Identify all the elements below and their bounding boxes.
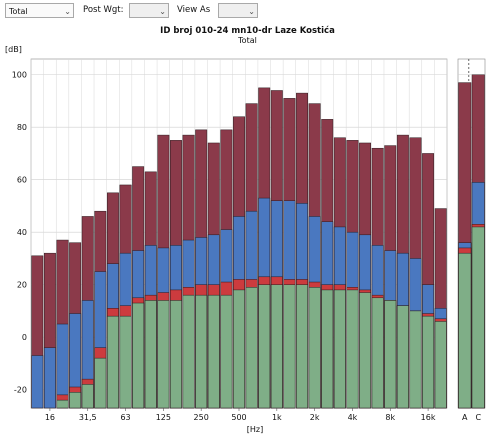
bar-20-layer3 — [56, 399, 69, 409]
bar-315-layer3 — [207, 294, 220, 409]
y-tick-label: 0 — [22, 333, 27, 342]
bar-400-layer3 — [220, 294, 233, 409]
x-tick-label: 16k — [421, 413, 436, 422]
toolbar: Total ⌄ Post Wgt: ⌄ View As ⌄ — [0, 0, 495, 24]
bar-5k-layer3 — [359, 292, 372, 409]
bar-10k-layer3 — [396, 305, 409, 409]
main-plot: -20 0 20 40 60 80 100 16 31,5 63 125 250 500 1k 2k 4k 8k… — [12, 58, 448, 422]
bar-200-layer3 — [182, 294, 195, 409]
bar-125-layer3 — [157, 300, 170, 409]
bar-6.3k-layer3 — [371, 297, 384, 409]
view-as-label: View As — [177, 5, 211, 15]
y-tick-label: 60 — [17, 176, 27, 185]
bar-250-layer3 — [195, 294, 208, 409]
view-as-select[interactable]: ⌄ — [218, 3, 258, 18]
bar-20k-layer3 — [434, 321, 447, 409]
bar-160-layer3 — [170, 300, 182, 409]
bar-1.6k-layer3 — [296, 284, 308, 409]
x-tick-label: 2k — [310, 413, 320, 422]
y-tick-label: 40 — [17, 228, 27, 237]
summary-bar-A-layer3 — [458, 252, 472, 409]
x-tick-label: 250 — [194, 413, 209, 422]
chart-title-block: ID broj 010-24 mn10-dr Laze Kostića Tota… — [0, 26, 495, 45]
bar-63-layer3 — [119, 315, 132, 409]
summary-bar-C-layer3 — [471, 226, 485, 409]
chevron-down-icon: ⌄ — [159, 7, 166, 16]
x-tick-label: 31,5 — [79, 413, 97, 422]
post-weighting-select[interactable]: ⌄ — [129, 3, 169, 18]
bar-12.5k-layer3 — [409, 310, 422, 409]
bar-4k-layer3 — [346, 289, 359, 409]
x-tick-label: 1k — [272, 413, 282, 422]
bar-50-layer3 — [106, 315, 119, 409]
bar-800-layer3 — [258, 284, 271, 409]
chevron-down-icon: ⌄ — [64, 7, 71, 16]
weighting-select[interactable]: Total ⌄ — [5, 3, 74, 18]
bar-16k-layer3 — [422, 315, 435, 409]
bar-8k-layer3 — [384, 300, 397, 409]
x-axis-label: [Hz] — [247, 425, 263, 434]
y-tick-label: -20 — [14, 386, 27, 395]
chart-subtitle: Total — [238, 36, 257, 45]
summary-tick-label: A — [462, 413, 468, 422]
x-tick-label: 63 — [120, 413, 130, 422]
bar-80-layer3 — [132, 302, 145, 409]
bar-1.25k-layer3 — [283, 284, 296, 409]
y-tick-label: 100 — [12, 71, 27, 80]
x-tick-label: 8k — [385, 413, 395, 422]
bar-630-layer3 — [245, 287, 258, 409]
bar-16-layer1 — [43, 347, 56, 409]
y-tick-label: 20 — [17, 281, 27, 290]
bar-25-layer3 — [69, 392, 82, 409]
bar-500-layer3 — [233, 289, 245, 409]
weighting-select-value: Total — [9, 7, 28, 16]
x-tick-label: 500 — [231, 413, 246, 422]
bar-1k-layer3 — [270, 284, 283, 409]
x-tick-label: 16 — [45, 413, 55, 422]
y-axis-label: [dB] — [5, 45, 22, 54]
bar-40-layer3 — [94, 357, 107, 409]
chart-title: ID broj 010-24 mn10-dr Laze Kostića — [160, 26, 335, 36]
x-tick-label: 125 — [156, 413, 171, 422]
y-tick-label: 80 — [17, 123, 27, 132]
x-tick-label: 4k — [348, 413, 358, 422]
bar-31.5-layer3 — [81, 384, 94, 409]
post-weighting-label: Post Wgt: — [83, 5, 124, 15]
summary-tick-label: C — [475, 413, 481, 422]
bar-12.5-layer1 — [31, 355, 44, 409]
bar-2.5k-layer3 — [321, 289, 334, 409]
bar-3.15k-layer3 — [333, 289, 346, 409]
bar-100-layer3 — [144, 300, 157, 409]
chevron-down-icon: ⌄ — [248, 7, 255, 16]
bar-2k-layer3 — [308, 287, 321, 409]
